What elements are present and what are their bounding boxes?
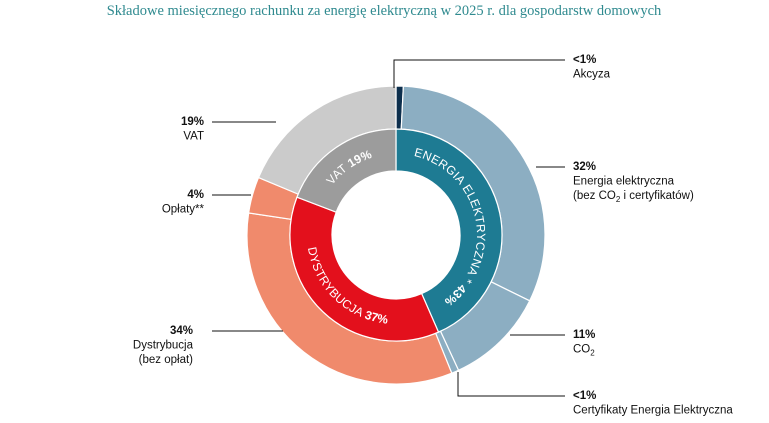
inner-slice-energia-elektryczna xyxy=(395,128,503,333)
value-label-akcyza: <1% xyxy=(573,54,596,66)
name-label-dystrybucja-bez-oplat: Dystrybucja xyxy=(133,340,194,352)
name-label-vat: VAT xyxy=(183,131,204,143)
name-label-oplaty: Opłaty** xyxy=(162,204,205,216)
inner-ring xyxy=(289,128,503,342)
name-label-energia-elektryczna-2: (bez CO2 i certyfikatów) xyxy=(573,190,694,204)
value-label-vat: 19% xyxy=(181,116,204,128)
leader-lines xyxy=(212,59,565,397)
value-label-certyfikaty-energia-elektryczna: <1% xyxy=(573,390,596,402)
leader-akcyza xyxy=(393,59,565,88)
name-label-akcyza: Akcyza xyxy=(573,69,611,81)
value-label-dystrybucja-bez-oplat: 34% xyxy=(170,325,193,337)
chart-title: Składowe miesięcznego rachunku za energi… xyxy=(107,3,662,19)
inner-slice-dystrybucja xyxy=(289,196,440,342)
inner-slice-vat xyxy=(296,128,397,213)
name-label-energia-elektryczna: Energia elektryczna xyxy=(573,176,675,188)
outer-ring-labels: <1% Akcyza 32% Energia elektryczna (bez CO2 … xyxy=(133,54,733,417)
name-label-certyfikaty-energia-elektryczna: Certyfikaty Energia Elektryczna xyxy=(573,405,733,417)
name-label-co2: CO2 xyxy=(573,344,595,358)
value-label-oplaty: 4% xyxy=(187,189,204,201)
value-label-energia-elektryczna: 32% xyxy=(573,161,596,173)
value-label-co2: 11% xyxy=(573,329,595,341)
leader-certyfikaty-energia-elektryczna xyxy=(457,372,565,397)
name-label-dystrybucja-bez-oplat-2: (bez opłat) xyxy=(139,354,194,366)
